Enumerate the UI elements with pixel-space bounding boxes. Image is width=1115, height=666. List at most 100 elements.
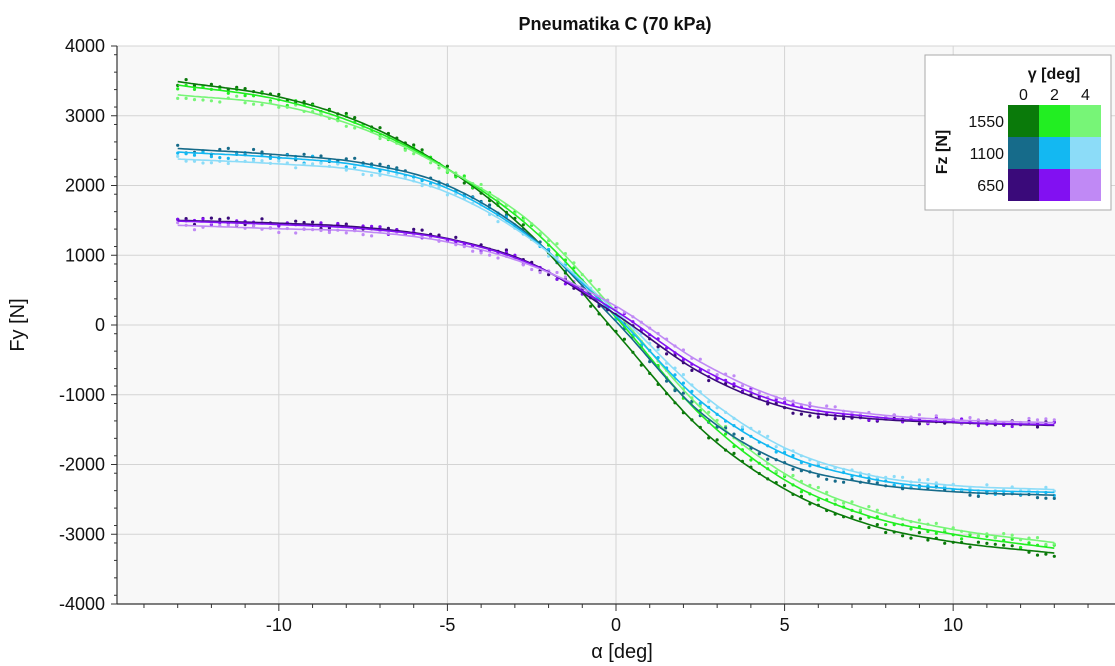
- y-axis-label: Fy [N]: [7, 298, 29, 351]
- data-point: [454, 175, 458, 179]
- data-point: [184, 78, 188, 82]
- data-point: [791, 467, 795, 471]
- data-point: [496, 256, 500, 260]
- data-point: [681, 373, 686, 377]
- data-point: [277, 230, 281, 235]
- data-point: [319, 161, 323, 165]
- x-tick-label: -5: [439, 615, 455, 635]
- data-point: [1010, 544, 1014, 548]
- data-point: [943, 528, 947, 532]
- data-point: [1052, 554, 1056, 558]
- data-point: [917, 531, 922, 535]
- data-point: [842, 501, 846, 505]
- data-point: [825, 404, 829, 408]
- data-point: [226, 223, 230, 227]
- data-point: [783, 483, 787, 488]
- data-point: [218, 217, 222, 221]
- data-point: [370, 173, 374, 177]
- data-point: [209, 99, 213, 103]
- data-point: [294, 231, 298, 235]
- data-point: [766, 457, 770, 461]
- data-point: [386, 171, 390, 175]
- data-point: [976, 494, 981, 498]
- axes: [111, 45, 1115, 611]
- data-point: [353, 156, 357, 160]
- data-point: [176, 154, 180, 158]
- fitted-curves: [177, 80, 1055, 554]
- data-point: [850, 515, 854, 519]
- data-point: [445, 164, 449, 168]
- data-point: [1010, 424, 1014, 429]
- y-tick-label: 4000: [65, 36, 105, 56]
- x-tick-label: 5: [780, 615, 790, 635]
- data-point: [1035, 418, 1040, 422]
- data-point: [901, 475, 905, 479]
- data-point: [563, 275, 568, 279]
- data-point: [732, 432, 736, 436]
- data-point: [412, 227, 416, 231]
- data-point: [1035, 536, 1040, 540]
- data-point: [875, 523, 879, 527]
- data-point: [842, 416, 846, 421]
- data-point: [361, 233, 365, 237]
- y-tick-label: -1000: [59, 385, 105, 405]
- data-point: [547, 254, 551, 258]
- data-point: [184, 96, 188, 100]
- data-point: [968, 545, 972, 549]
- data-point: [1044, 542, 1048, 547]
- data-point: [816, 474, 820, 478]
- data-point: [799, 490, 804, 494]
- data-point: [311, 162, 315, 166]
- legend-column-label: 2: [1050, 87, 1059, 104]
- data-point: [976, 540, 981, 544]
- data-point: [302, 152, 306, 156]
- data-point: [437, 166, 441, 170]
- data-point: [243, 94, 247, 98]
- data-point: [1027, 541, 1031, 545]
- data-point: [757, 452, 761, 456]
- data-point: [816, 498, 820, 502]
- data-point: [858, 508, 863, 512]
- data-point: [884, 530, 888, 535]
- data-point: [808, 414, 812, 418]
- data-point: [1052, 496, 1056, 500]
- data-point: [538, 270, 542, 275]
- data-point: [555, 242, 559, 246]
- data-point: [968, 416, 972, 420]
- data-point: [530, 267, 534, 272]
- x-tick-label: 10: [943, 615, 963, 635]
- data-point: [226, 156, 230, 160]
- data-point: [294, 219, 298, 223]
- data-point: [192, 98, 197, 102]
- data-point: [909, 527, 913, 531]
- data-point: [226, 161, 230, 166]
- data-point: [336, 162, 340, 166]
- data-point: [209, 216, 213, 220]
- data-point: [732, 374, 736, 378]
- legend-swatch: [1008, 105, 1039, 137]
- data-point: [791, 411, 795, 415]
- data-point: [884, 523, 888, 527]
- data-point: [985, 534, 989, 538]
- data-point: [218, 156, 222, 160]
- data-point: [226, 216, 230, 220]
- data-point: [260, 217, 264, 221]
- data-point: [993, 536, 997, 540]
- data-point: [816, 485, 820, 490]
- legend-swatch: [1070, 137, 1101, 169]
- data-point: [715, 438, 719, 442]
- data-point: [791, 473, 795, 478]
- data-point: [842, 480, 846, 484]
- data-point: [378, 225, 382, 229]
- data-point: [378, 162, 382, 166]
- data-point: [867, 505, 871, 509]
- data-point: [1002, 543, 1006, 547]
- data-point: [1010, 533, 1014, 537]
- data-point: [1052, 418, 1056, 422]
- data-point: [993, 542, 997, 546]
- data-point: [901, 534, 905, 538]
- data-point: [454, 235, 458, 239]
- data-point: [665, 352, 669, 356]
- data-point: [740, 425, 745, 429]
- data-point: [774, 445, 778, 449]
